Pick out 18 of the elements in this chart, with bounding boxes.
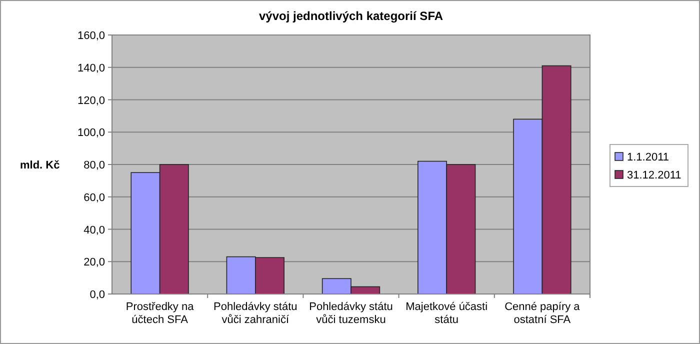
x-tick-label: Pohledávky státu vůči tuzemsku <box>309 301 393 326</box>
y-tick-label: 60,0 <box>84 192 105 204</box>
chart-title: vývoj jednotlivých kategorií SFA <box>258 9 444 23</box>
x-tick-label: Cenné papíry a ostatní SFA <box>504 301 581 326</box>
y-tick-label: 80,0 <box>84 160 105 172</box>
y-tick-label: 140,0 <box>77 62 105 74</box>
y-tick-label: 20,0 <box>84 256 105 269</box>
legend-label: 31.12.2011 <box>627 170 682 182</box>
y-tick-label: 160,0 <box>77 30 105 42</box>
x-tick-label: Prostředky na účtech SFA <box>126 301 195 326</box>
y-tick-label: 100,0 <box>77 127 105 140</box>
legend-label: 1.1.2011 <box>627 152 670 164</box>
x-tick-label: Pohledávky státu vůči zahraničí <box>214 301 298 326</box>
y-axis-title: mld. Kč <box>20 160 60 172</box>
y-tick-label: 120,0 <box>77 94 105 107</box>
y-tick-label: 40,0 <box>84 224 105 236</box>
y-tick-label: 0,0 <box>90 289 105 301</box>
x-tick-label: Majetkové účasti státu <box>406 301 488 326</box>
